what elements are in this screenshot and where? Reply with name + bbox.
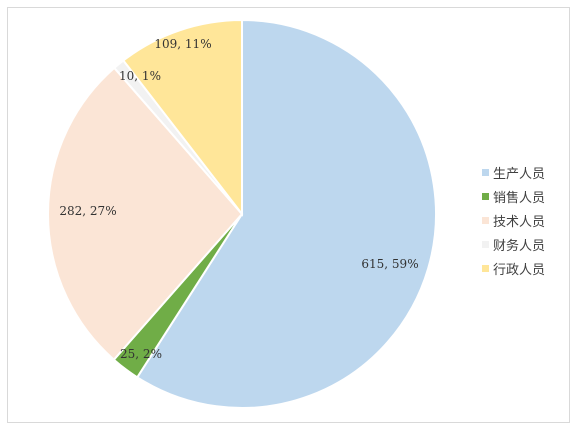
data-label-5: 109, 11%	[154, 37, 211, 51]
legend-item-3: 技术人员	[482, 208, 572, 232]
pie-slice-1	[135, 18, 437, 409]
legend: 生产人员销售人员技术人员财务人员行政人员	[482, 160, 572, 280]
legend-swatch	[482, 168, 489, 176]
legend-label: 销售人员	[493, 190, 546, 206]
legend-label: 技术人员	[493, 214, 546, 230]
legend-swatch	[482, 264, 489, 272]
pie-slices	[47, 18, 437, 409]
legend-item-4: 财务人员	[482, 232, 572, 256]
legend-item-1: 生产人员	[482, 160, 572, 184]
legend-label: 生产人员	[493, 166, 546, 182]
legend-swatch	[482, 192, 489, 200]
data-label-4: 10, 1%	[119, 69, 161, 83]
pie-slice-5	[121, 18, 243, 217]
data-label-1: 615, 59%	[361, 257, 418, 271]
legend-swatch	[482, 216, 489, 224]
legend-swatch	[482, 240, 489, 248]
legend-item-5: 行政人员	[482, 256, 572, 280]
legend-label: 财务人员	[493, 238, 546, 254]
pie-slice-3	[47, 66, 244, 362]
data-label-2: 25, 2%	[120, 347, 162, 361]
legend-item-2: 销售人员	[482, 184, 572, 208]
data-labels: 615, 59% 25, 2% 282, 27% 10, 1% 109, 11%	[59, 37, 418, 361]
legend-label: 行政人员	[493, 262, 546, 278]
data-label-3: 282, 27%	[59, 204, 116, 218]
